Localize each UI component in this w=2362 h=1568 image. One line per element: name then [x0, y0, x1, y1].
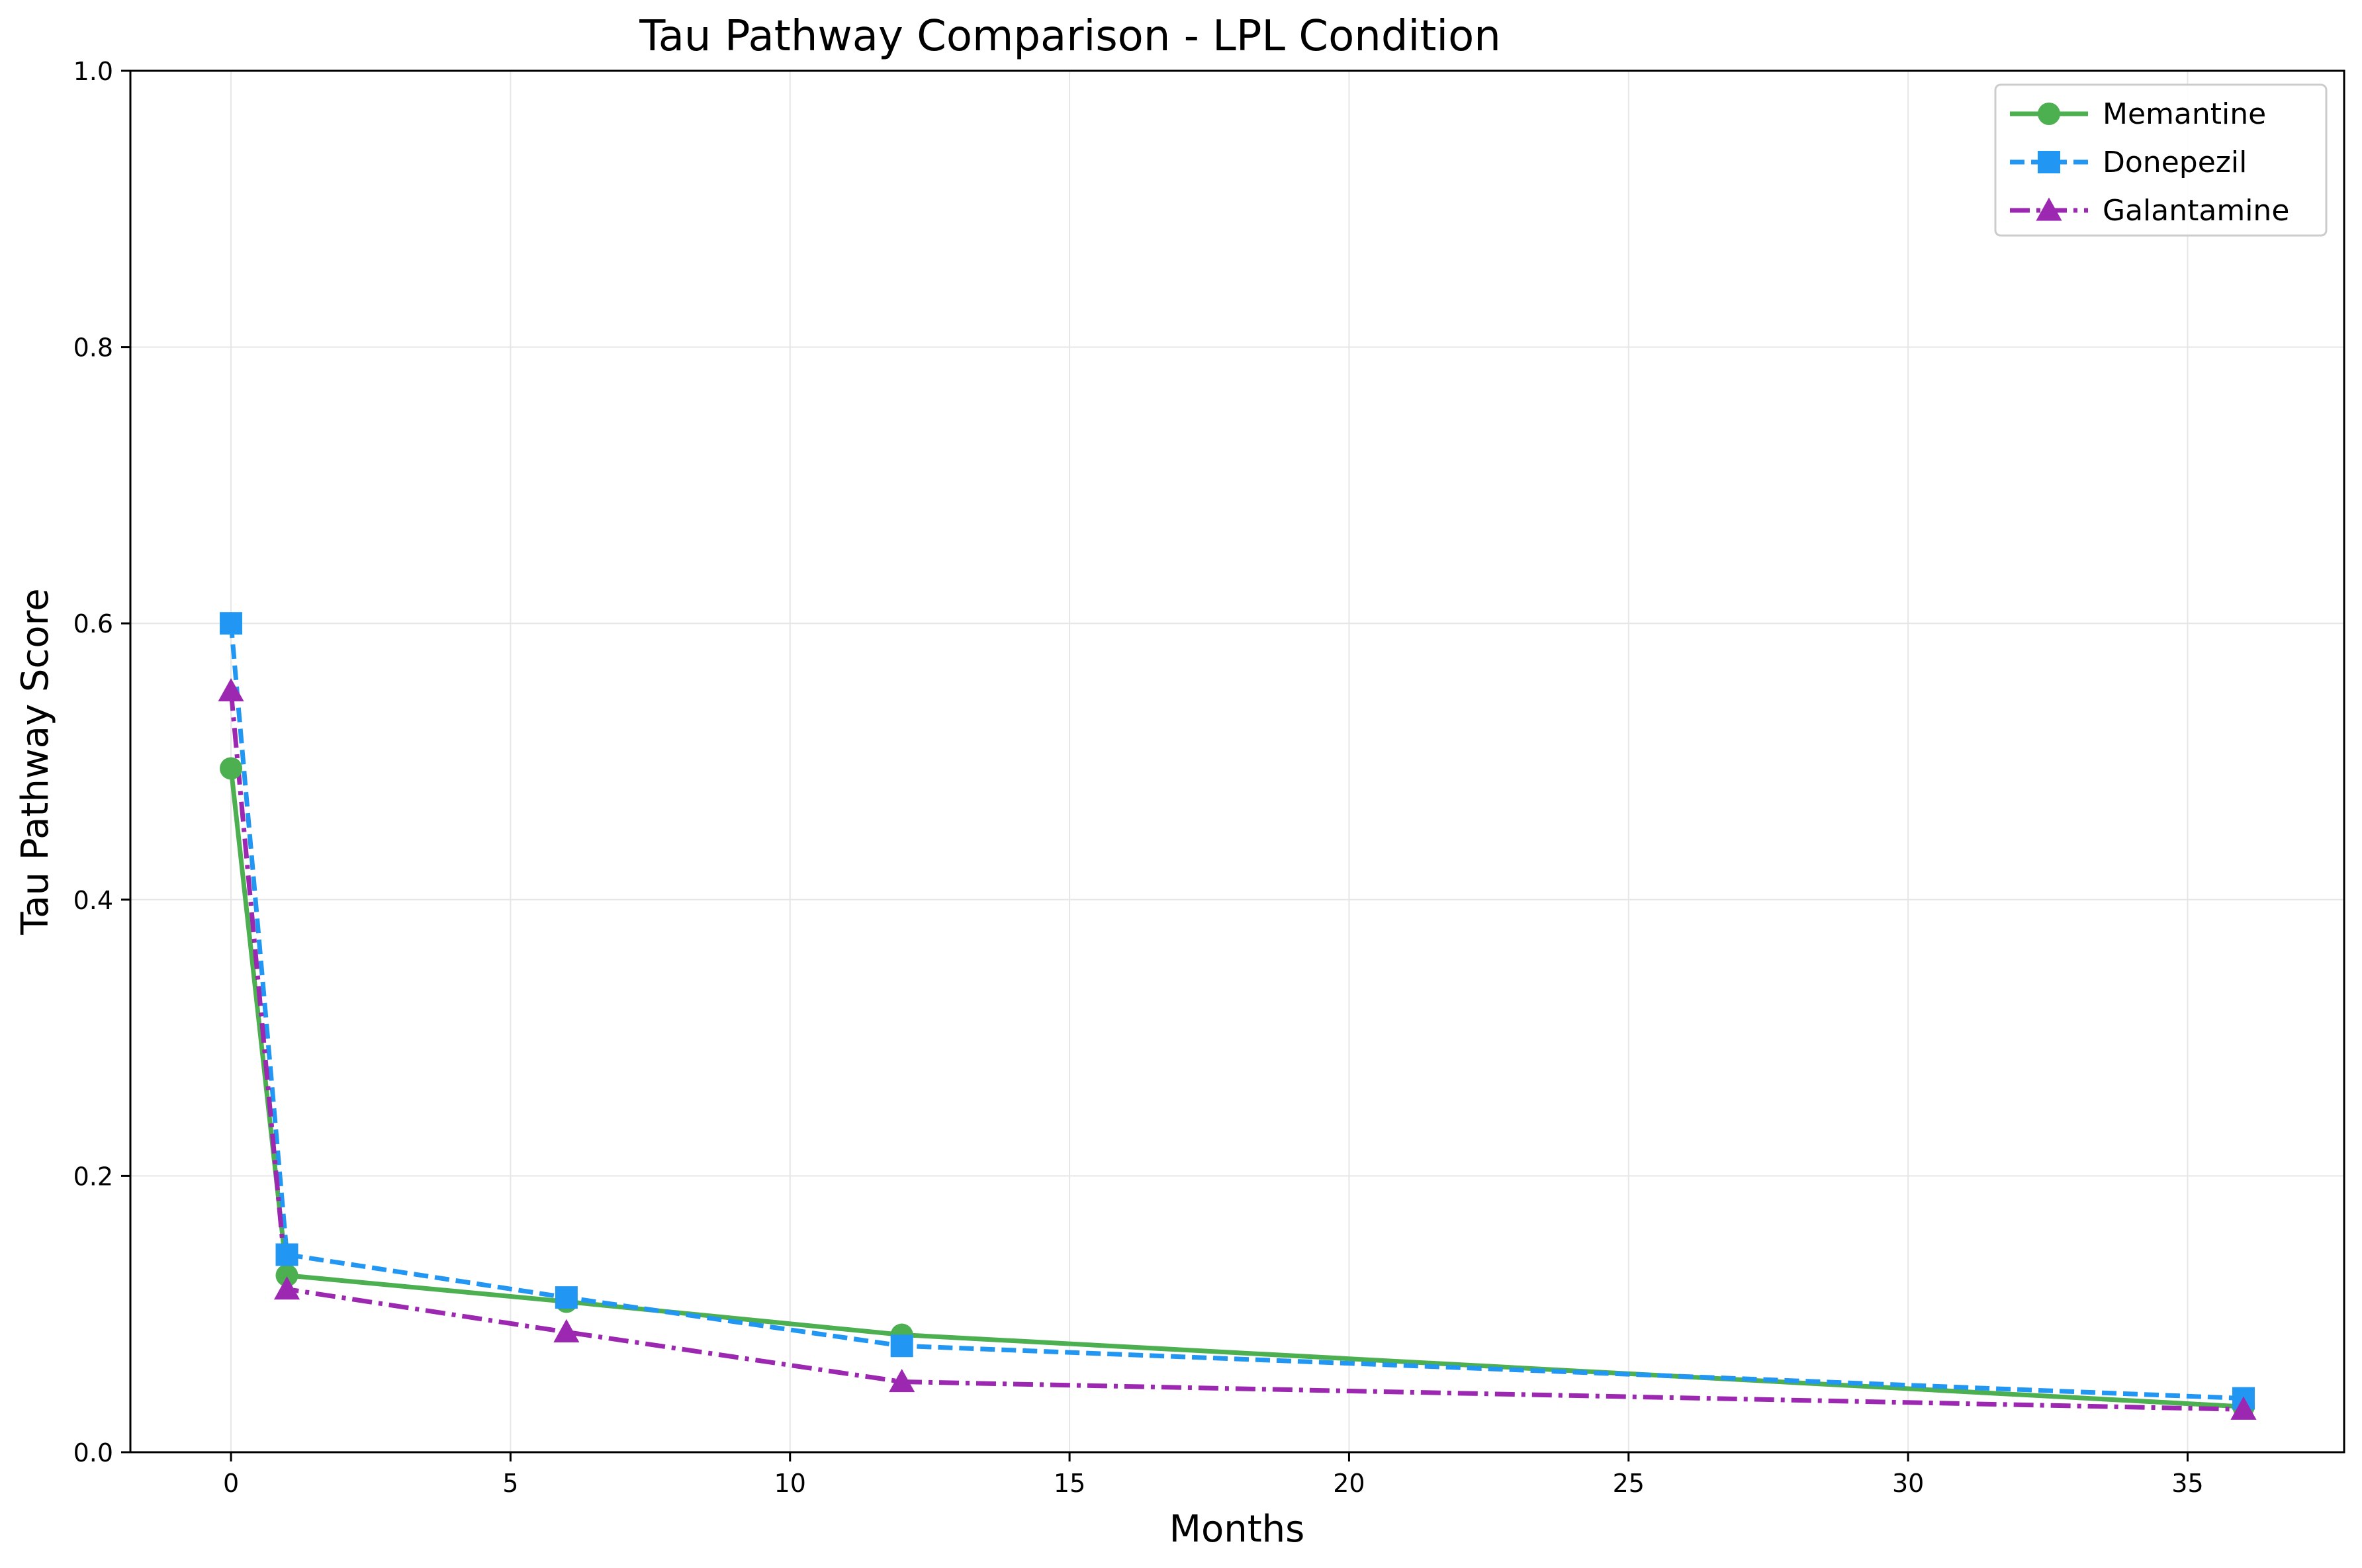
chart-title: Tau Pathway Comparison - LPL Condition [639, 12, 1501, 61]
x-tick-label: 35 [2171, 1469, 2203, 1498]
x-tick-label: 10 [774, 1469, 806, 1498]
legend-marker-donepezil [2038, 151, 2060, 173]
x-tick-label: 25 [1613, 1469, 1645, 1498]
x-axis: 0 5 10 15 20 25 30 35 [223, 1452, 2204, 1498]
data-point-galantamine [2230, 1396, 2257, 1420]
data-point-galantamine [218, 677, 244, 702]
y-tick-label: 0.0 [73, 1438, 113, 1467]
y-tick-label: 0.6 [73, 609, 113, 638]
series-line-galantamine [228, 691, 2244, 1412]
y-axis-label: Tau Pathway Score [14, 588, 57, 935]
data-point-donepezil [555, 1286, 578, 1309]
y-axis: 0.0 0.2 0.4 0.6 0.8 1.0 [73, 57, 130, 1467]
x-tick-label: 30 [1892, 1469, 1924, 1498]
legend-marker-memantine [2038, 103, 2060, 125]
x-tick-label: 15 [1054, 1469, 1085, 1498]
y-tick-label: 0.8 [73, 333, 113, 363]
data-point-memantine [275, 1264, 298, 1287]
data-point-donepezil [275, 1243, 298, 1266]
x-tick-label: 20 [1333, 1469, 1365, 1498]
x-tick-label: 0 [223, 1469, 239, 1498]
legend-marker-galantamine [2036, 197, 2062, 221]
data-point-donepezil [890, 1334, 913, 1358]
y-tick-label: 0.4 [73, 886, 113, 915]
data-point-galantamine [553, 1319, 580, 1342]
legend-label-memantine: Memantine [2103, 97, 2266, 131]
plot-area-frame [129, 69, 2345, 1454]
legend-label-galantamine: Galantamine [2103, 194, 2289, 228]
x-tick-label: 5 [502, 1469, 518, 1498]
legend: Memantine Donepezil Galantamine [1994, 83, 2328, 237]
data-point-galantamine [889, 1368, 915, 1393]
plot-markers [218, 612, 2257, 1420]
legend-box [1994, 83, 2328, 237]
y-tick-label: 0.2 [73, 1162, 113, 1191]
data-point-memantine [220, 757, 243, 780]
y-tick-label: 1.0 [73, 57, 113, 86]
data-point-galantamine [273, 1276, 300, 1300]
legend-label-donepezil: Donepezil [2103, 146, 2247, 179]
data-point-donepezil [220, 612, 243, 635]
x-axis-label: Months [1169, 1508, 1305, 1551]
